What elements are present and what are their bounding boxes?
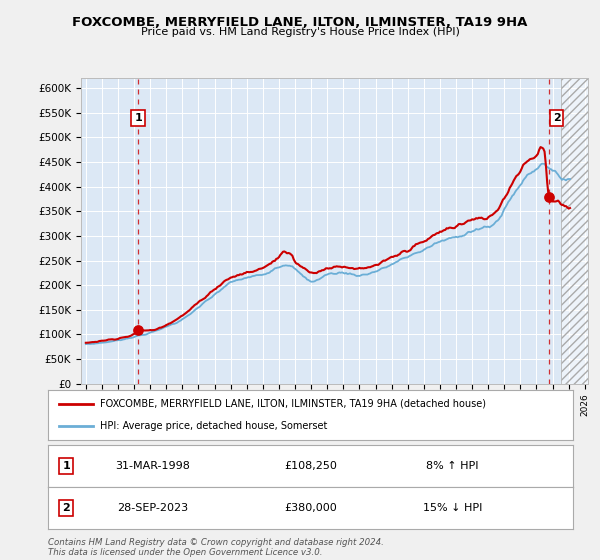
Text: Price paid vs. HM Land Registry's House Price Index (HPI): Price paid vs. HM Land Registry's House …: [140, 27, 460, 37]
Point: [133, 326, 143, 335]
Text: 8% ↑ HPI: 8% ↑ HPI: [426, 461, 479, 471]
Text: HPI: Average price, detached house, Somerset: HPI: Average price, detached house, Some…: [101, 421, 328, 431]
Text: 31-MAR-1998: 31-MAR-1998: [116, 461, 190, 471]
Text: 1: 1: [62, 461, 70, 471]
Point: [544, 192, 553, 201]
Text: £380,000: £380,000: [284, 503, 337, 513]
Text: 1: 1: [134, 113, 142, 123]
Text: 2: 2: [62, 503, 70, 513]
Text: Contains HM Land Registry data © Crown copyright and database right 2024.
This d: Contains HM Land Registry data © Crown c…: [48, 538, 384, 557]
Text: 15% ↓ HPI: 15% ↓ HPI: [422, 503, 482, 513]
Text: FOXCOMBE, MERRYFIELD LANE, ILTON, ILMINSTER, TA19 9HA: FOXCOMBE, MERRYFIELD LANE, ILTON, ILMINS…: [73, 16, 527, 29]
Text: £108,250: £108,250: [284, 461, 337, 471]
Text: 28-SEP-2023: 28-SEP-2023: [118, 503, 188, 513]
Text: 2: 2: [553, 113, 560, 123]
Text: FOXCOMBE, MERRYFIELD LANE, ILTON, ILMINSTER, TA19 9HA (detached house): FOXCOMBE, MERRYFIELD LANE, ILTON, ILMINS…: [101, 399, 487, 409]
